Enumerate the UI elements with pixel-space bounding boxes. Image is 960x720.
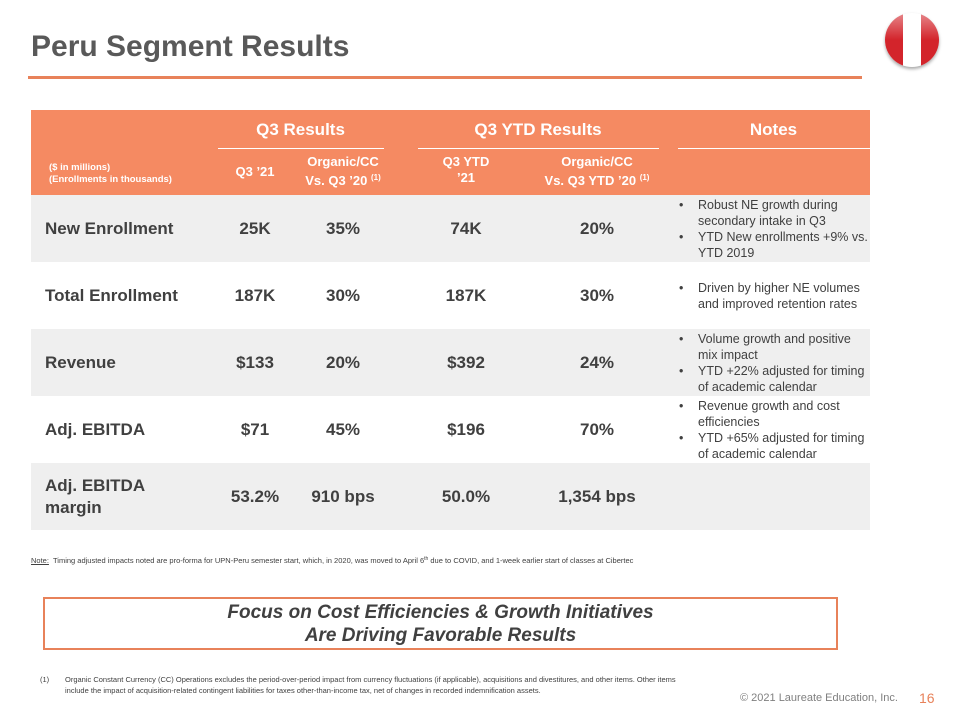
flag-gloss <box>885 13 939 40</box>
note-text-b: due to COVID, and 1-week earlier start o… <box>428 556 634 565</box>
col-ytd-organic: Organic/CC Vs. Q3 YTD ’20 (1) <box>512 154 682 189</box>
group-q3-results: Q3 Results <box>256 120 345 139</box>
col-q3-ytd-line2: ’21 <box>456 170 476 185</box>
note-item: Driven by higher NE volumes and improved… <box>677 280 870 312</box>
cell-ytd-change: 30% <box>579 285 615 305</box>
table-row-revenue: Revenue $133 20% $392 24% Volume growth … <box>31 329 870 396</box>
group-divider-notes <box>678 148 870 149</box>
cell-ytd: 74K <box>450 218 482 238</box>
row-notes: Revenue growth and cost efficiencies YTD… <box>677 398 870 462</box>
col-q3-organic-line1: Organic/CC <box>307 154 379 169</box>
col-q3-organic-sup: (1) <box>371 173 381 182</box>
table-row-new-enrollment: New Enrollment 25K 35% 74K 20% Robust NE… <box>31 195 870 262</box>
cell-ytd-change: 70% <box>579 419 615 439</box>
copyright: © 2021 Laureate Education, Inc. <box>740 692 898 704</box>
col-q3-ytd-21: Q3 YTD ’21 <box>421 154 511 186</box>
flag-red-band-right <box>921 13 939 67</box>
row-notes: Volume growth and positive mix impact YT… <box>677 331 870 395</box>
cell-q3-change: 35% <box>325 218 361 238</box>
col-q3-organic: Organic/CC Vs. Q3 ’20 (1) <box>293 154 393 189</box>
col-ytd-organic-line1: Organic/CC <box>561 154 633 169</box>
group-divider-q3 <box>218 148 384 149</box>
note-item: Volume growth and positive mix impact <box>677 331 870 363</box>
row-label: New Enrollment <box>45 218 174 238</box>
callout-line1: Focus on Cost Efficiencies & Growth Init… <box>227 602 654 623</box>
footnote: (1) Organic Constant Currency (CC) Opera… <box>40 674 700 696</box>
cell-q3-change: 20% <box>325 352 361 372</box>
table-row-adj-ebitda-margin: Adj. EBITDA margin 53.2% 910 bps 50.0% 1… <box>31 463 870 530</box>
table-row-adj-ebitda: Adj. EBITDA $71 45% $196 70% Revenue gro… <box>31 396 870 463</box>
footnote-text: Organic Constant Currency (CC) Operation… <box>65 675 676 695</box>
group-notes: Notes <box>749 120 798 139</box>
cell-q3: 187K <box>234 285 276 305</box>
cell-ytd: $392 <box>447 352 485 372</box>
col-q3-21: Q3 ’21 <box>235 164 275 179</box>
callout-line2: Are Driving Favorable Results <box>304 625 577 646</box>
page-title: Peru Segment Results <box>31 30 350 63</box>
note-text-a: Timing adjusted impacts noted are pro-fo… <box>52 556 425 565</box>
units-thousands: (Enrollments in thousands) <box>49 174 172 185</box>
cell-q3: 25K <box>239 218 271 238</box>
note-item: Robust NE growth during secondary intake… <box>677 197 870 229</box>
row-notes: Driven by higher NE volumes and improved… <box>677 280 870 312</box>
cell-q3-change: 30% <box>325 285 361 305</box>
note-label: Note: <box>31 556 49 565</box>
cell-q3: $133 <box>236 352 274 372</box>
row-label: Revenue <box>45 352 116 372</box>
cell-ytd-change: 20% <box>579 218 615 238</box>
cell-q3: $71 <box>240 419 270 439</box>
col-q3-ytd-line1: Q3 YTD <box>442 154 490 169</box>
table-row-total-enrollment: Total Enrollment 187K 30% 187K 30% Drive… <box>31 262 870 329</box>
page-number: 16 <box>919 690 935 706</box>
cell-q3-change: 45% <box>325 419 361 439</box>
title-underline <box>28 76 862 79</box>
units-millions: ($ in millions) <box>49 162 111 173</box>
cell-ytd: 50.0% <box>441 486 491 506</box>
results-table: Q3 Results Q3 YTD Results Notes ($ in mi… <box>31 110 870 530</box>
group-q3-ytd-results: Q3 YTD Results <box>474 120 602 139</box>
cell-ytd-change: 24% <box>579 352 615 372</box>
row-label: Adj. EBITDA margin <box>45 475 145 519</box>
row-label-line1: Adj. EBITDA <box>45 475 146 495</box>
cell-ytd: $196 <box>447 419 485 439</box>
col-ytd-organic-line2: Vs. Q3 YTD ’20 <box>544 173 637 188</box>
units-note: ($ in millions) (Enrollments in thousand… <box>49 162 172 186</box>
cell-q3: 53.2% <box>230 486 280 506</box>
note-item: YTD New enrollments +9% vs. YTD 2019 <box>677 229 870 261</box>
note-item: YTD +65% adjusted for timing of academic… <box>677 430 870 462</box>
row-label: Adj. EBITDA <box>45 419 146 439</box>
col-q3-organic-line2: Vs. Q3 ’20 <box>305 173 368 188</box>
flag-red-band-left <box>885 13 903 67</box>
peru-flag-icon <box>885 13 939 67</box>
group-divider-ytd <box>418 148 659 149</box>
row-label: Total Enrollment <box>45 285 178 305</box>
row-notes: Robust NE growth during secondary intake… <box>677 197 870 261</box>
callout-box: Focus on Cost Efficiencies & Growth Init… <box>43 597 838 650</box>
footnote-number: (1) <box>40 675 50 684</box>
table-header: Q3 Results Q3 YTD Results Notes ($ in mi… <box>31 110 870 195</box>
cell-ytd-change: 1,354 bps <box>558 486 636 506</box>
cell-ytd: 187K <box>445 285 487 305</box>
cell-q3-change: 910 bps <box>311 486 375 506</box>
note-sup: th <box>424 556 429 562</box>
col-ytd-organic-sup: (1) <box>639 173 650 182</box>
note-item: Revenue growth and cost efficiencies <box>677 398 870 430</box>
timing-note: Note: Timing adjusted impacts noted are … <box>31 556 633 565</box>
note-item: YTD +22% adjusted for timing of academic… <box>677 363 870 395</box>
row-label-line2: margin <box>45 497 102 517</box>
